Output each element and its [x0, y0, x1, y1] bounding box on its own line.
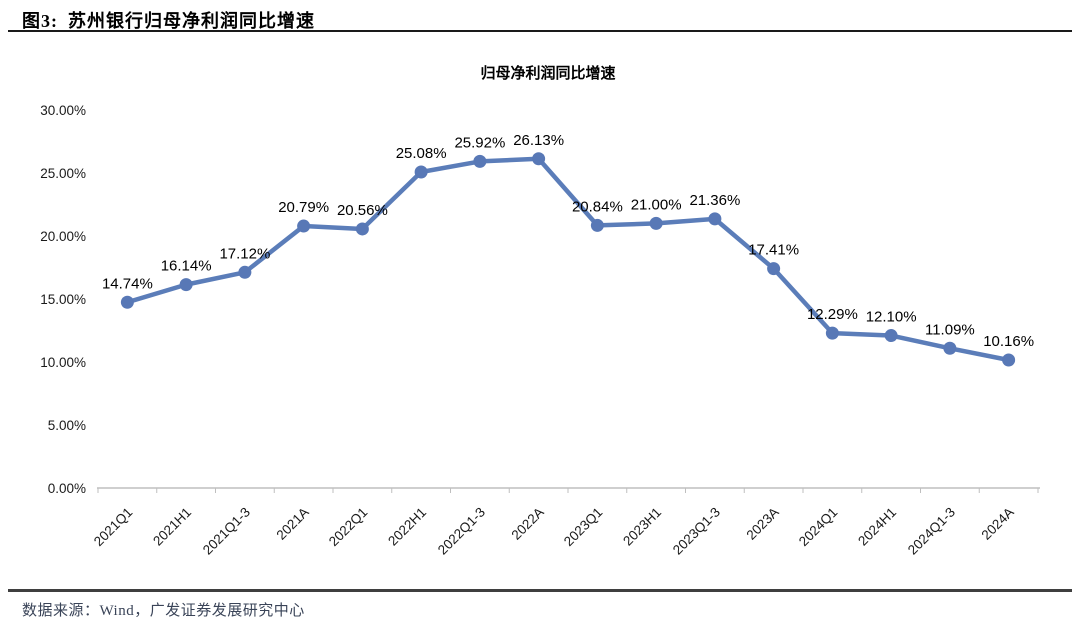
x-axis-label: 2021H1 — [150, 505, 194, 549]
data-label: 21.36% — [689, 192, 740, 209]
x-axis-label: 2022Q1-3 — [435, 505, 488, 558]
data-label: 14.74% — [102, 275, 153, 292]
y-axis-label: 20.00% — [40, 229, 86, 244]
figure-number-label: 图3: — [22, 11, 58, 31]
data-point — [120, 295, 134, 309]
data-point — [825, 326, 839, 340]
x-axis-label: 2024H1 — [855, 505, 899, 549]
header-divider — [8, 30, 1072, 32]
x-axis-label: 2024Q1-3 — [905, 505, 958, 558]
data-point — [884, 329, 898, 343]
x-axis-label: 2023Q1-3 — [670, 505, 723, 558]
y-axis-label: 5.00% — [48, 418, 86, 433]
data-label: 25.92% — [454, 134, 505, 151]
data-label: 16.14% — [161, 258, 212, 275]
data-label: 20.56% — [337, 202, 388, 219]
x-axis-label: 2024Q1 — [796, 505, 841, 550]
data-point — [238, 265, 252, 279]
data-point — [297, 219, 311, 233]
data-label: 17.12% — [219, 245, 270, 262]
data-label: 10.16% — [983, 333, 1034, 350]
x-axis-label: 2022H1 — [385, 505, 429, 549]
chart-canvas: 归母净利润同比增速 30.00% 25.00% 20.00% 15.00% 10.00% 5… — [40, 64, 1040, 558]
data-source: 数据来源：Wind，广发证券发展研究中心 — [22, 603, 305, 619]
data-label: 17.41% — [748, 242, 799, 259]
data-point — [179, 278, 193, 292]
series-line — [125, 156, 1011, 363]
data-point — [649, 216, 663, 230]
data-point — [708, 212, 722, 226]
y-axis-label: 25.00% — [40, 166, 86, 181]
data-label: 12.10% — [866, 309, 917, 326]
line-chart: 归母净利润同比增速 30.00% 25.00% 20.00% 15.00% 10.00% 5… — [0, 40, 1080, 585]
data-label: 20.79% — [278, 199, 329, 216]
y-axis-label: 10.00% — [40, 355, 86, 370]
x-axis-label: 2024A — [979, 505, 1017, 543]
x-axis-label: 2023A — [744, 505, 782, 543]
x-axis-label: 2023Q1 — [561, 505, 606, 550]
page-title: 苏州银行归母净利润同比增速 — [68, 11, 315, 31]
x-axis-label: 2022Q1 — [326, 505, 371, 550]
x-axis-label: 2021Q1-3 — [200, 505, 253, 558]
x-axis-label: 2021A — [274, 505, 312, 543]
data-label: 11.09% — [925, 321, 975, 338]
footer-divider — [8, 589, 1072, 592]
data-point — [532, 152, 546, 166]
data-point — [414, 165, 428, 179]
figure-header: 图3: 苏州银行归母净利润同比增速 — [22, 7, 315, 33]
data-label: 21.00% — [631, 196, 682, 213]
y-axis-label: 15.00% — [40, 292, 86, 307]
x-axis-label: 2021Q1 — [91, 505, 136, 550]
data-label: 20.84% — [572, 198, 623, 215]
x-axis-label: 2022A — [509, 505, 547, 543]
data-label: 12.29% — [807, 306, 858, 323]
data-point — [1002, 353, 1016, 367]
data-point — [355, 222, 369, 236]
chart-title: 归母净利润同比增速 — [480, 64, 615, 82]
data-point — [767, 262, 781, 276]
y-axis-label: 0.00% — [48, 481, 86, 496]
data-point — [590, 218, 604, 232]
data-label: 25.08% — [396, 145, 447, 162]
data-point — [473, 154, 487, 168]
data-point — [943, 341, 957, 355]
y-axis-label: 30.00% — [40, 103, 86, 118]
data-label: 26.13% — [513, 132, 564, 149]
x-axis-label: 2023H1 — [620, 505, 664, 549]
